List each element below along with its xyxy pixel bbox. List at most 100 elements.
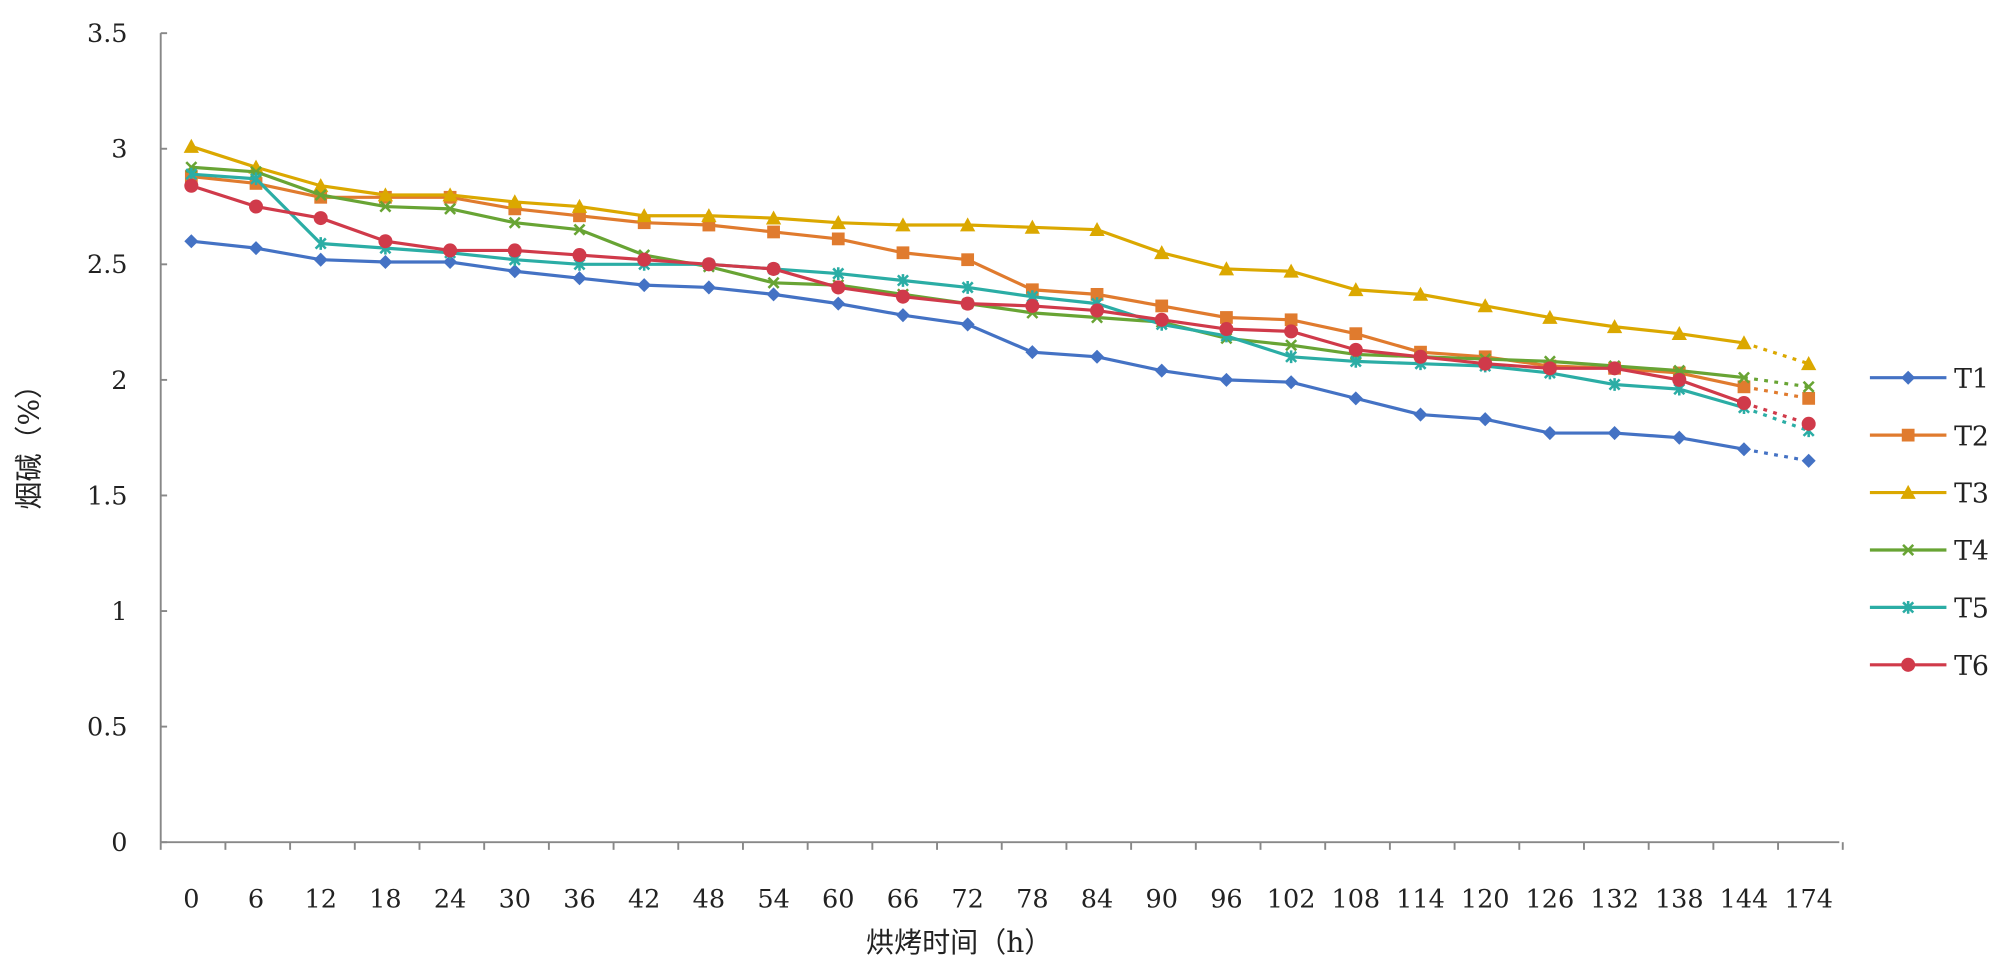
marker-triangle (442, 187, 458, 202)
x-tick-label: 108 (1331, 884, 1380, 914)
marker-diamond (378, 254, 393, 270)
marker-circle (1284, 324, 1299, 339)
marker-asterisk (832, 267, 845, 280)
marker-triangle (765, 210, 782, 225)
y-tick-label: 2.5 (87, 250, 128, 280)
series-line-dotted (1743, 401, 1810, 426)
marker-square (1901, 428, 1915, 442)
series-line-dotted (1743, 385, 1809, 400)
marker-triangle (1154, 245, 1170, 260)
x-tick-label: 102 (1267, 884, 1316, 914)
marker-circle (1607, 361, 1622, 376)
x-tick-label: 6 (248, 884, 264, 914)
marker-circle (831, 280, 846, 295)
marker-circle (1801, 416, 1816, 431)
legend-label: T3 (1954, 479, 1989, 510)
marker-triangle (1024, 219, 1040, 234)
marker-diamond (1478, 412, 1493, 427)
marker-triangle (377, 187, 394, 202)
marker-triangle (1606, 319, 1623, 334)
axes: 0 0.5 1 1.5 2 2.5 3 3.5 0 6 12 18 24 30 36 42 48 54 60 66 72… (87, 19, 1844, 914)
y-tick-label: 0.5 (87, 713, 128, 743)
x-tick-label: 114 (1396, 884, 1445, 914)
marker-diamond (1025, 345, 1040, 360)
marker-diamond (895, 308, 910, 323)
marker-circle (960, 296, 975, 311)
marker-triangle (507, 194, 523, 209)
x-tick-label: 72 (951, 884, 983, 914)
x-tick-label: 18 (369, 884, 401, 914)
marker-circle (249, 199, 264, 214)
x-tick-label: 12 (304, 884, 336, 914)
series-group (183, 138, 1817, 468)
marker-triangle (1801, 356, 1817, 371)
marker-triangle (1542, 309, 1558, 324)
marker-asterisk (896, 274, 909, 287)
series-line (191, 239, 1745, 451)
marker-circle (701, 257, 716, 272)
x-tick-label: 126 (1526, 884, 1575, 914)
marker-x (1802, 380, 1815, 393)
marker-circle (1413, 349, 1428, 364)
x-tick-label: 96 (1210, 884, 1242, 914)
series-T1 (184, 234, 1816, 468)
marker-diamond (637, 278, 652, 293)
marker-triangle (1736, 335, 1752, 350)
marker-diamond (1672, 430, 1687, 445)
marker-diamond (960, 317, 975, 332)
marker-square (1155, 299, 1169, 313)
marker-diamond (1154, 363, 1169, 378)
y-tick-label: 2 (111, 366, 127, 396)
marker-circle (766, 261, 781, 276)
marker-x (573, 223, 586, 236)
series-line (190, 144, 1745, 345)
x-tick-label: 42 (628, 884, 660, 914)
series-line-dotted (1743, 406, 1810, 433)
x-tick-label: 0 (183, 884, 199, 914)
x-tick-label: 30 (499, 884, 531, 914)
marker-diamond (1801, 453, 1816, 468)
legend-label: T1 (1954, 364, 1989, 395)
marker-square (1737, 380, 1751, 394)
x-tick-label: 36 (563, 884, 595, 914)
marker-circle (507, 243, 522, 258)
marker-triangle (183, 138, 199, 153)
y-tick-label: 1 (111, 597, 127, 627)
marker-asterisk (1285, 350, 1298, 364)
x-tick-label: 54 (757, 884, 789, 914)
y-tick-label: 3.5 (87, 19, 128, 49)
marker-square (1090, 287, 1104, 301)
marker-triangle (571, 198, 588, 213)
legend: T1 T2 T3 T4 T5 T6 (1869, 364, 1989, 682)
marker-x (1737, 371, 1750, 384)
series-line-dotted (1743, 447, 1809, 463)
legend-label: T6 (1954, 651, 1989, 682)
marker-circle (1478, 356, 1493, 371)
series-T3 (183, 138, 1817, 371)
x-tick-label: 60 (822, 884, 854, 914)
marker-triangle (1477, 298, 1493, 313)
marker-x (379, 200, 392, 213)
marker-circle (1025, 298, 1040, 313)
marker-x (508, 216, 521, 229)
marker-diamond (572, 271, 587, 286)
marker-circle (637, 252, 652, 267)
marker-triangle (960, 217, 976, 232)
x-tick-label: 66 (887, 884, 919, 914)
series-T6 (184, 178, 1816, 431)
marker-triangle (636, 208, 652, 223)
marker-diamond (443, 254, 458, 270)
marker-triangle (1283, 263, 1299, 278)
marker-circle (1219, 322, 1234, 337)
legend-label: T5 (1954, 594, 1989, 625)
legend-item-T1: T1 (1869, 364, 1989, 395)
x-tick-label: 138 (1655, 884, 1704, 914)
marker-circle (313, 211, 328, 226)
marker-x (1285, 339, 1298, 352)
x-tick-label: 120 (1461, 884, 1510, 914)
marker-square (896, 246, 910, 260)
marker-circle (572, 248, 587, 263)
marker-diamond (1348, 391, 1363, 406)
y-tick-label: 3 (111, 135, 127, 165)
marker-triangle (1900, 484, 1916, 499)
